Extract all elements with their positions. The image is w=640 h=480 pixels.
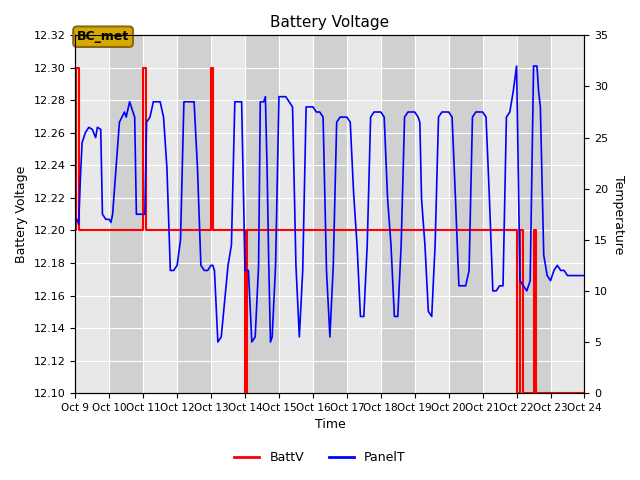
Bar [109, 36, 143, 393]
Bar [313, 36, 347, 393]
Title: Battery Voltage: Battery Voltage [270, 15, 390, 30]
Text: BC_met: BC_met [77, 30, 129, 43]
Bar [177, 36, 211, 393]
Legend: BattV, PanelT: BattV, PanelT [229, 446, 411, 469]
Bar [516, 36, 550, 393]
Y-axis label: Temperature: Temperature [612, 175, 625, 254]
Y-axis label: Battery Voltage: Battery Voltage [15, 166, 28, 263]
Bar [449, 36, 483, 393]
Bar [245, 36, 279, 393]
X-axis label: Time: Time [314, 419, 345, 432]
Bar [381, 36, 415, 393]
